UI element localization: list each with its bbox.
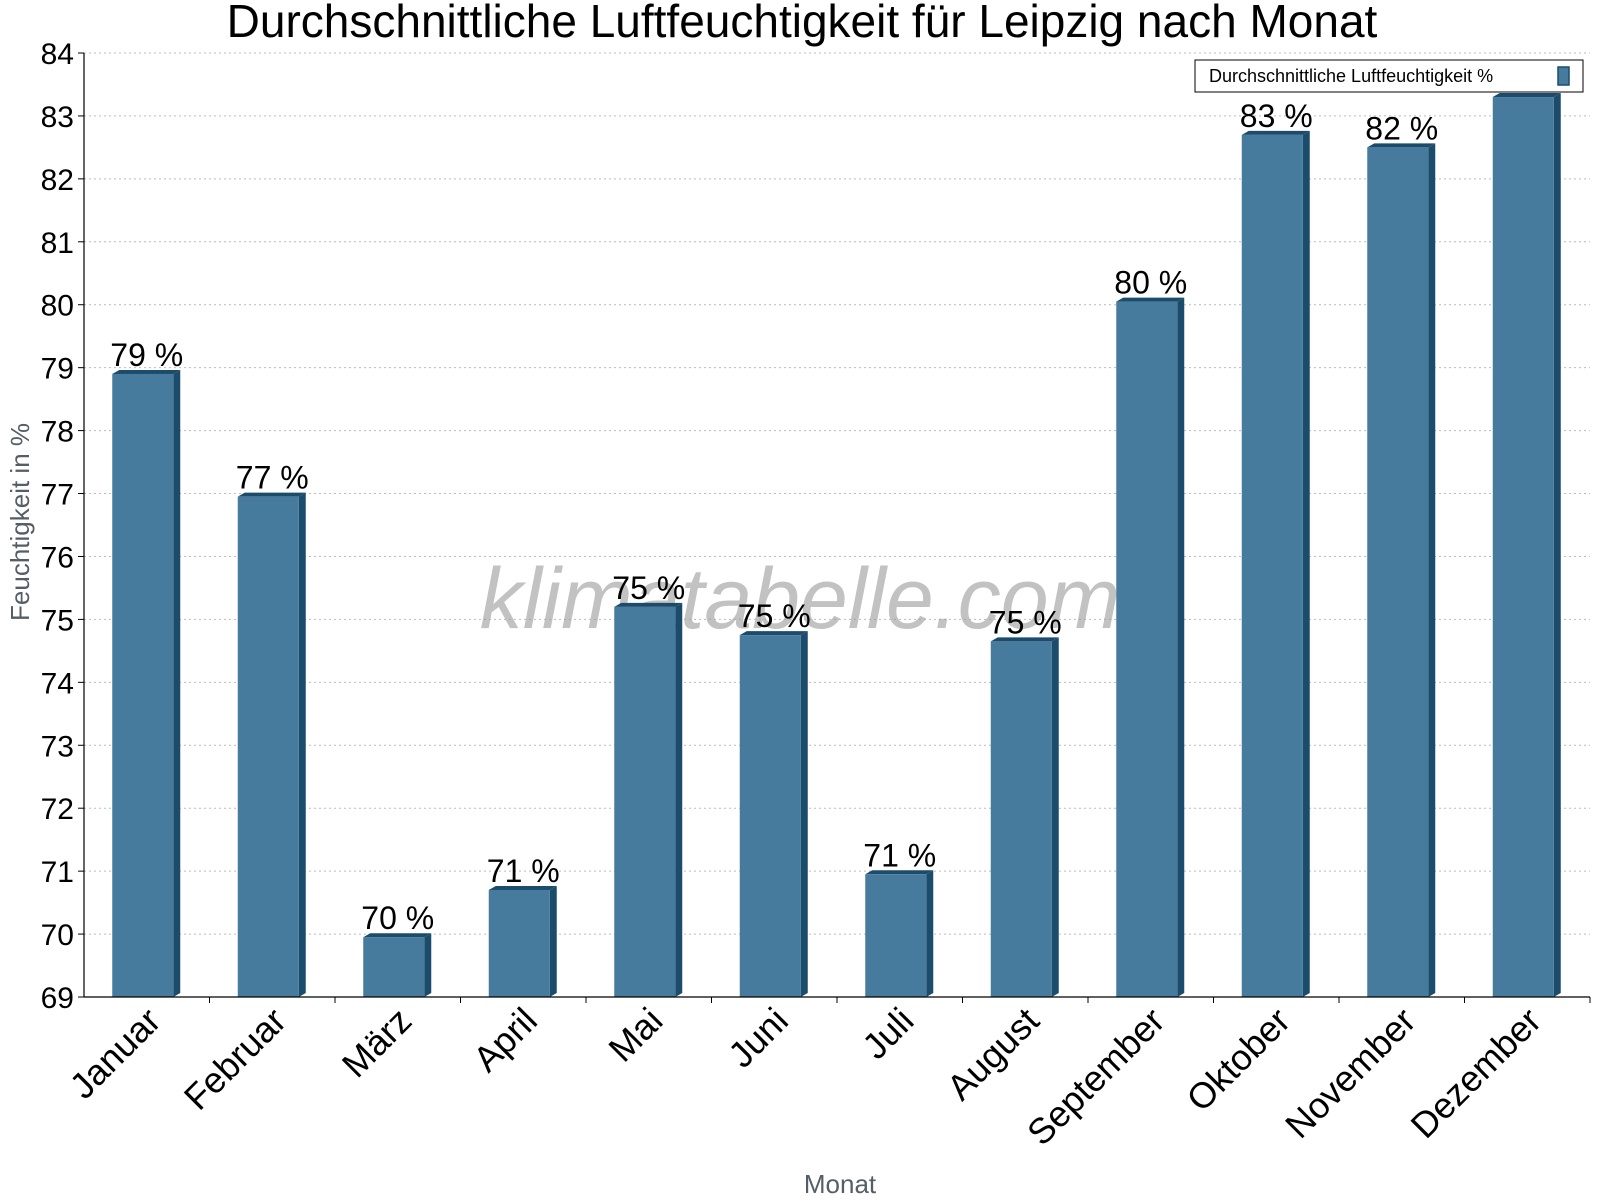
x-tick-label: März bbox=[334, 1000, 420, 1086]
axes-group bbox=[83, 53, 1590, 998]
data-label: 75 % bbox=[612, 570, 685, 606]
bar-top bbox=[865, 870, 934, 875]
watermark: klimatabelle.com bbox=[480, 551, 1120, 647]
y-tick-label: 75 bbox=[41, 604, 74, 637]
x-tick-label: Dezember bbox=[1402, 1000, 1548, 1146]
grid-lines bbox=[84, 52, 1590, 935]
bar-top bbox=[1367, 143, 1436, 148]
bar bbox=[1116, 301, 1178, 997]
data-labels-group: 79 % 77 % 70 % 71 % 75 % 75 % 71 % 75 % 80 % 83 %… bbox=[110, 98, 1438, 936]
y-tick-label: 77 bbox=[41, 479, 74, 512]
y-tick-label: 76 bbox=[41, 541, 74, 574]
y-tick-label: 78 bbox=[41, 416, 74, 449]
data-label: 75 % bbox=[989, 604, 1062, 640]
bar-side bbox=[298, 492, 306, 997]
y-tick-label: 80 bbox=[41, 290, 74, 323]
x-tick-label: September bbox=[1019, 1000, 1173, 1154]
bar-top bbox=[1241, 130, 1310, 135]
bar-side bbox=[926, 870, 934, 997]
bar bbox=[237, 496, 299, 997]
bar-side bbox=[424, 933, 432, 997]
bar-top bbox=[614, 602, 683, 607]
y-tick-label: 69 bbox=[41, 982, 74, 1015]
bar-side bbox=[675, 602, 683, 997]
x-tick-label: November bbox=[1277, 1000, 1423, 1146]
legend-swatch bbox=[1557, 66, 1570, 86]
bar-top bbox=[1116, 297, 1185, 302]
x-tick-label: Oktober bbox=[1178, 1000, 1298, 1120]
bar-side bbox=[1051, 637, 1059, 997]
y-tick-label: 79 bbox=[41, 353, 74, 386]
data-label: 80 % bbox=[1114, 265, 1187, 301]
data-label: 82 % bbox=[1365, 110, 1438, 146]
legend-label: Durchschnittliche Luftfeuchtigkeit % bbox=[1209, 66, 1493, 86]
bar-side bbox=[1302, 130, 1310, 997]
y-tick-label: 70 bbox=[41, 919, 74, 952]
y-axis-label: Feuchtigkeit in % bbox=[5, 423, 35, 621]
y-tick-label: 83 bbox=[41, 101, 74, 134]
bar bbox=[112, 373, 174, 998]
x-tick-label: Juli bbox=[854, 1000, 921, 1067]
x-tick-label: April bbox=[465, 1000, 545, 1080]
bar bbox=[488, 890, 550, 997]
bar-top bbox=[363, 933, 432, 938]
bar-side bbox=[173, 369, 181, 998]
bar-side bbox=[1553, 93, 1561, 997]
bars-group bbox=[112, 93, 1561, 998]
bar-top bbox=[1492, 93, 1561, 98]
bar bbox=[865, 874, 927, 997]
bar bbox=[1367, 147, 1429, 997]
x-axis-label: Monat bbox=[804, 1169, 877, 1199]
chart-title: Durchschnittliche Luftfeuchtigkeit für L… bbox=[227, 0, 1378, 47]
data-label: 71 % bbox=[863, 837, 936, 873]
y-tick-label: 72 bbox=[41, 793, 74, 826]
y-tick-label: 82 bbox=[41, 164, 74, 197]
data-label: 79 % bbox=[110, 337, 183, 373]
data-label: 71 % bbox=[487, 853, 560, 889]
legend-box bbox=[1194, 59, 1584, 93]
y-ticks-group: 69 70 71 72 73 74 75 76 77 78 79 80 81 82 83 84 bbox=[41, 38, 84, 1015]
x-tick-label: Mai bbox=[600, 1000, 670, 1070]
bar-top bbox=[990, 637, 1059, 642]
bar bbox=[990, 641, 1052, 997]
x-tick-label: Juni bbox=[720, 1000, 796, 1076]
y-tick-label: 74 bbox=[41, 667, 74, 700]
y-tick-label: 81 bbox=[41, 227, 74, 260]
bar-top bbox=[739, 631, 808, 636]
y-tick-label: 71 bbox=[41, 856, 74, 889]
x-tick-label: August bbox=[939, 1000, 1047, 1108]
data-label: 77 % bbox=[236, 460, 309, 496]
bar bbox=[1241, 134, 1303, 997]
y-tick-label: 73 bbox=[41, 730, 74, 763]
legend: Durchschnittliche Luftfeuchtigkeit % bbox=[1194, 59, 1584, 93]
bar bbox=[739, 635, 801, 997]
bar bbox=[1492, 97, 1554, 997]
bar-side bbox=[800, 631, 808, 997]
x-tick-label: Februar bbox=[176, 1000, 294, 1118]
bar-side bbox=[549, 886, 557, 997]
bar-top bbox=[488, 886, 557, 891]
x-tick-label: Januar bbox=[62, 1000, 169, 1107]
bar-side bbox=[1428, 143, 1436, 997]
x-ticks-group: Januar Februar März April Mai Juni Juli AugustS… bbox=[62, 997, 1591, 1154]
data-label: 83 % bbox=[1240, 98, 1313, 134]
bar-side bbox=[1177, 297, 1185, 997]
bar-top bbox=[237, 492, 306, 497]
bar bbox=[363, 937, 425, 997]
data-label: 75 % bbox=[738, 598, 811, 634]
bar bbox=[614, 606, 676, 997]
y-tick-label: 84 bbox=[41, 38, 74, 71]
bar-top bbox=[112, 369, 181, 374]
data-label: 70 % bbox=[361, 900, 434, 936]
